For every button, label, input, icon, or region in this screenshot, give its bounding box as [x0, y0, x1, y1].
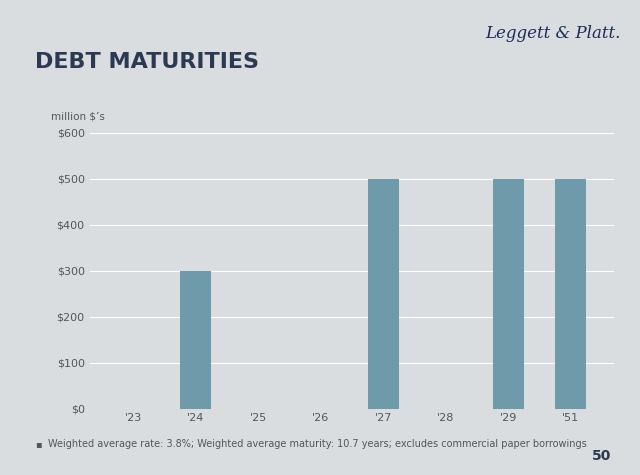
Text: million $’s: million $’s	[51, 111, 105, 121]
Bar	[180, 271, 211, 408]
Text: ▪: ▪	[35, 439, 42, 449]
Text: 50: 50	[592, 449, 611, 463]
Bar	[367, 179, 399, 408]
Text: Weighted average rate: 3.8%; Weighted average maturity: 10.7 years; excludes com: Weighted average rate: 3.8%; Weighted av…	[48, 439, 587, 449]
Text: Leggett & Platt.: Leggett & Platt.	[485, 25, 621, 42]
Bar	[555, 179, 586, 408]
Text: DEBT MATURITIES: DEBT MATURITIES	[35, 52, 259, 72]
Bar	[493, 179, 524, 408]
